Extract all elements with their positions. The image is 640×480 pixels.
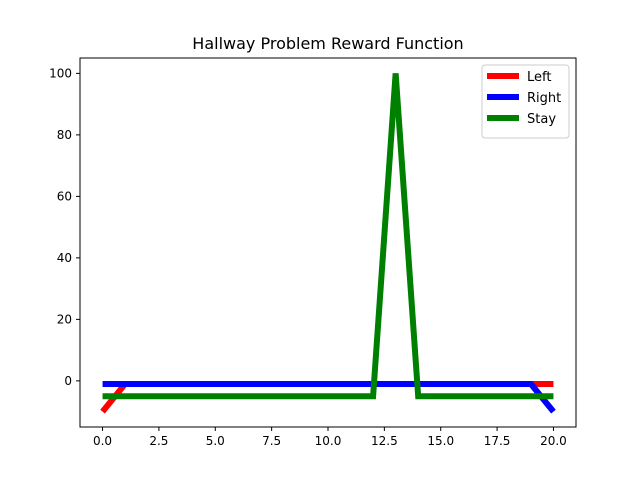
chart-title: Hallway Problem Reward Function: [192, 34, 463, 53]
y-tick-label: 20: [57, 312, 72, 326]
x-tick-label: 10.0: [315, 434, 342, 448]
plot-area: [100, 73, 556, 414]
y-tick-label: 100: [49, 66, 72, 80]
x-tick-label: 17.5: [484, 434, 511, 448]
series-line-right: [102, 380, 556, 414]
y-tick-label: 0: [64, 374, 72, 388]
x-tick-label: 20.0: [540, 434, 567, 448]
y-tick-label: 40: [57, 251, 72, 265]
axes: 0.0 2.5 5.0 7.5 10.0 12.5 15.0 17.5 20.0 0 20 40 60 8…: [49, 57, 577, 448]
x-tick-label: 2.5: [149, 434, 168, 448]
legend-label-right: Right: [527, 91, 561, 106]
x-tick-label: 12.5: [371, 434, 398, 448]
x-tick-label: 15.0: [427, 434, 454, 448]
series-line-stay: [102, 73, 554, 400]
legend: Left Right Stay: [481, 64, 570, 139]
y-tick-label: 80: [57, 128, 72, 142]
y-tick-label: 60: [57, 189, 72, 203]
x-tick-label: 0.0: [93, 434, 112, 448]
legend-label-left: Left: [527, 70, 551, 85]
x-tick-label: 5.0: [206, 434, 225, 448]
x-tick-label: 7.5: [262, 434, 281, 448]
legend-label-stay: Stay: [527, 112, 556, 127]
